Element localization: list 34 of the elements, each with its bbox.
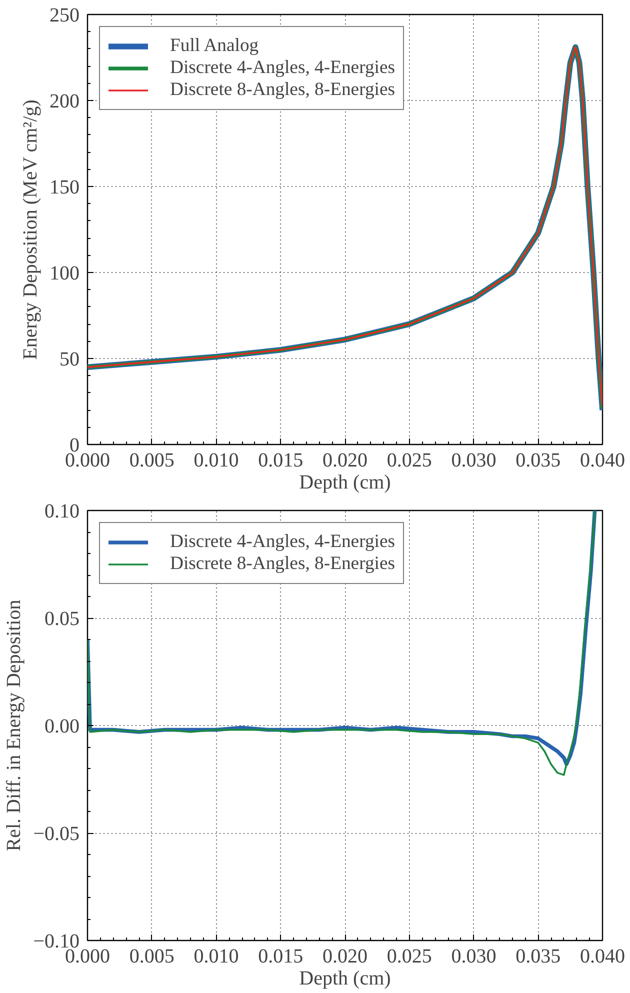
y-axis-title: Rel. Diff. in Energy Deposition	[3, 600, 26, 852]
y-tick-label: 0.00	[44, 716, 80, 738]
x-tick-label: 0.010	[194, 450, 239, 472]
y-axis-title: Energy Deposition (MeV cm²/g)	[20, 100, 42, 360]
x-tick-label: 0.020	[322, 450, 368, 472]
x-tick-label: 0.035	[516, 450, 561, 472]
x-tick-label: 0.025	[386, 450, 432, 472]
legend-label: Full Analog	[170, 35, 259, 57]
x-tick-label: 0.040	[580, 450, 625, 472]
x-axis-title: Depth (cm)	[299, 968, 391, 990]
x-tick-label: 0.035	[516, 946, 561, 968]
x-tick-label: 0.015	[258, 946, 304, 968]
x-axis-title: Depth (cm)	[299, 472, 391, 494]
legend-label: Discrete 4-Angles, 4-Energies	[170, 57, 396, 79]
x-tick-label: 0.005	[129, 946, 174, 968]
x-tick-label: 0.030	[451, 946, 496, 968]
x-tick-label: 0.030	[451, 450, 496, 472]
y-tick-label: 50	[60, 348, 80, 370]
legend-label: Discrete 4-Angles, 4-Energies	[170, 531, 396, 553]
x-tick-label: 0.040	[580, 946, 625, 968]
y-tick-label: 100	[50, 262, 80, 284]
legend-label: Discrete 8-Angles, 8-Energies	[170, 79, 396, 101]
x-tick-label: 0.020	[322, 946, 368, 968]
y-tick-label: 0.05	[44, 608, 80, 630]
x-tick-label: 0.010	[194, 946, 239, 968]
x-tick-label: 0.015	[258, 450, 304, 472]
y-tick-label: 250	[50, 4, 80, 26]
y-tick-label: −0.05	[33, 823, 80, 845]
x-tick-label: 0.025	[386, 946, 432, 968]
y-tick-label: 150	[50, 176, 80, 198]
x-tick-label: 0.005	[129, 450, 174, 472]
legend-label: Discrete 8-Angles, 8-Energies	[170, 553, 396, 575]
y-tick-label: 0.10	[44, 500, 80, 522]
y-tick-label: 200	[50, 90, 80, 112]
